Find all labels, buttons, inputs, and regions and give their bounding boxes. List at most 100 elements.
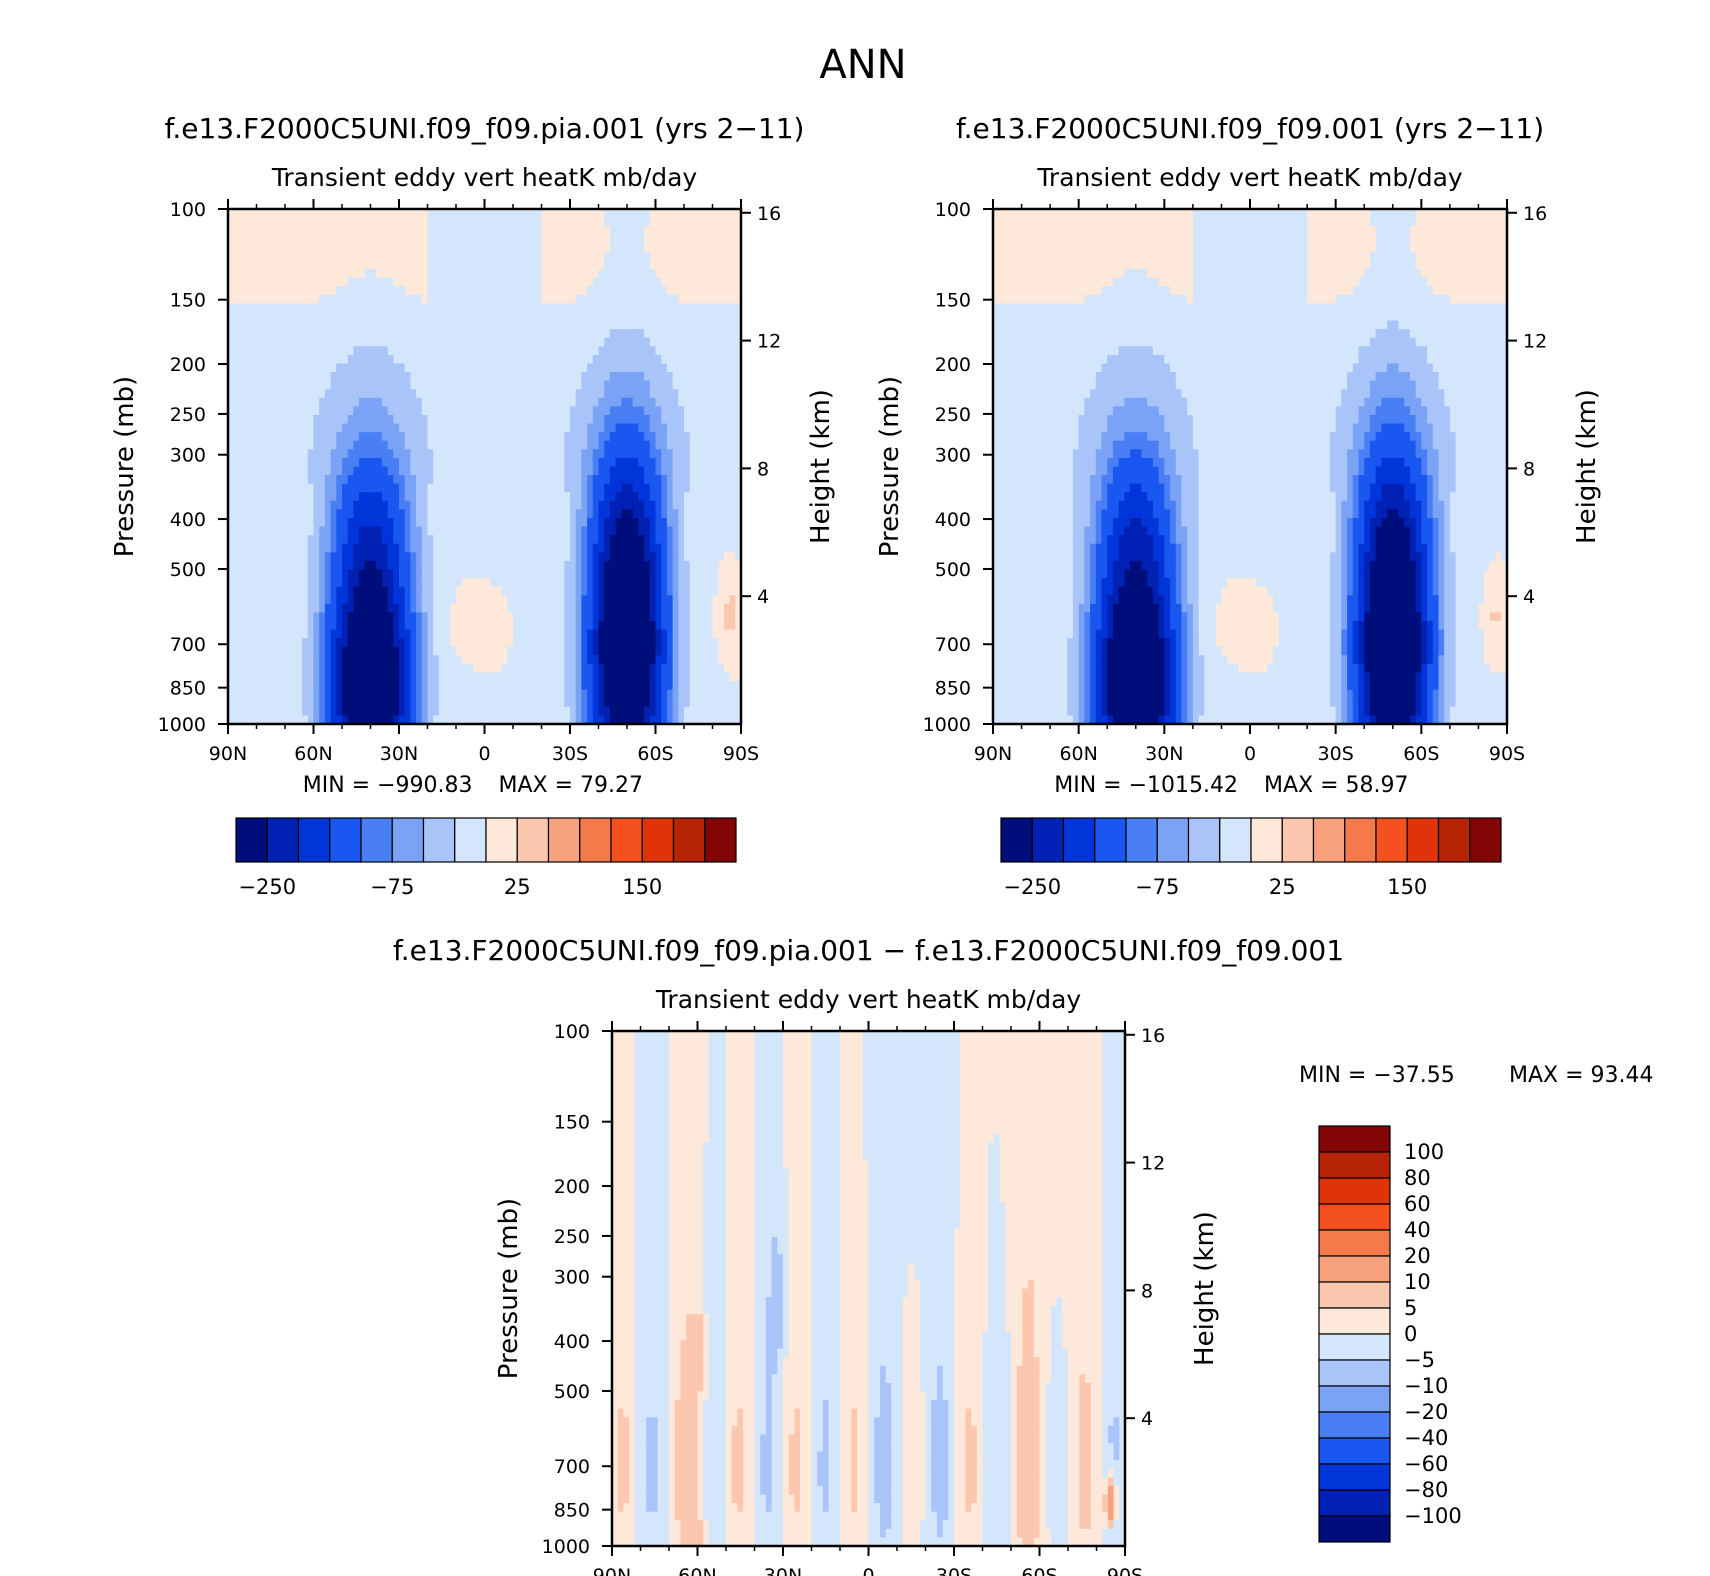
field-cell — [239, 363, 246, 373]
field-cell — [518, 603, 525, 614]
field-cell — [706, 354, 714, 365]
field-cell — [324, 509, 332, 519]
field-cell — [684, 638, 691, 648]
field-cell — [319, 320, 326, 330]
field-cell — [467, 294, 474, 305]
field-cell — [456, 483, 463, 493]
field-cell — [501, 526, 508, 536]
field-cell — [604, 543, 611, 553]
field-cell — [399, 638, 406, 648]
field-cell — [478, 303, 486, 313]
field-cell — [342, 543, 349, 553]
field-cell — [666, 526, 674, 536]
field-cell — [290, 363, 297, 373]
field-cell — [718, 457, 725, 468]
field-cell — [649, 251, 657, 262]
field-cell — [530, 509, 537, 519]
field-cell — [302, 612, 309, 622]
field-cell — [632, 586, 639, 596]
field-cell — [689, 397, 696, 408]
field-cell — [376, 612, 383, 622]
field-cell — [228, 406, 235, 416]
field-cell — [615, 526, 622, 536]
field-cell — [621, 380, 628, 390]
field-cell — [393, 226, 400, 236]
field-cell — [644, 354, 651, 365]
field-cell — [467, 260, 474, 270]
field-cell — [239, 286, 246, 296]
field-cell — [695, 363, 702, 373]
field-cell — [330, 406, 337, 416]
field-cell — [381, 372, 389, 382]
field-cell — [501, 354, 508, 365]
field-cell — [701, 603, 708, 614]
field-cell — [518, 226, 525, 236]
field-cell — [228, 578, 235, 588]
field-cell — [444, 569, 451, 579]
field-cell — [307, 397, 315, 408]
field-cell — [718, 500, 725, 511]
field-cell — [307, 526, 315, 536]
field-cell — [490, 209, 497, 219]
field-cell — [592, 226, 600, 236]
field-cell — [501, 243, 508, 253]
field-cell — [421, 663, 429, 674]
field-cell — [615, 243, 622, 253]
field-cell — [666, 303, 674, 313]
field-cell — [285, 509, 292, 519]
field-cell — [501, 518, 508, 528]
field-cell — [267, 569, 275, 579]
field-cell — [518, 612, 525, 622]
field-cell — [609, 638, 617, 648]
field-cell — [342, 509, 349, 519]
field-cell — [273, 629, 280, 639]
field-cell — [518, 440, 525, 450]
field-cell — [712, 535, 719, 545]
field-cell — [336, 251, 343, 262]
field-cell — [245, 389, 252, 399]
field-cell — [381, 389, 389, 399]
field-cell — [228, 217, 235, 227]
field-cell — [444, 209, 451, 219]
field-cell — [307, 294, 315, 305]
field-cell — [450, 312, 457, 322]
field-cell — [330, 578, 337, 588]
field-cell — [342, 535, 349, 545]
field-cell — [530, 423, 537, 433]
field-cell — [399, 612, 406, 622]
field-cell — [666, 535, 674, 545]
panel-test-field — [228, 209, 742, 725]
field-cell — [456, 286, 463, 296]
field-cell — [644, 638, 651, 648]
field-cell — [695, 372, 702, 382]
field-cell — [547, 226, 554, 236]
field-cell — [581, 423, 588, 433]
field-cell — [644, 294, 651, 305]
field-cell — [501, 586, 508, 596]
field-cell — [359, 337, 366, 347]
field-cell — [723, 217, 731, 227]
field-cell — [478, 681, 486, 691]
field-cell — [319, 595, 326, 605]
field-cell — [404, 346, 411, 356]
field-cell — [387, 518, 394, 528]
field-cell — [689, 535, 696, 545]
field-cell — [513, 406, 520, 416]
field-cell — [342, 646, 349, 656]
field-cell — [467, 586, 474, 596]
field-cell — [256, 681, 263, 691]
field-cell — [319, 612, 326, 622]
field-cell — [427, 286, 434, 296]
field-cell — [644, 543, 651, 553]
field-cell — [587, 380, 594, 390]
field-cell — [649, 380, 657, 390]
field-cell — [478, 397, 486, 408]
field-cell — [649, 354, 657, 365]
field-cell — [535, 535, 543, 545]
field-cell — [324, 595, 332, 605]
field-cell — [233, 406, 240, 416]
field-cell — [621, 466, 628, 476]
field-cell — [376, 303, 383, 313]
field-cell — [655, 535, 662, 545]
field-cell — [524, 629, 531, 639]
